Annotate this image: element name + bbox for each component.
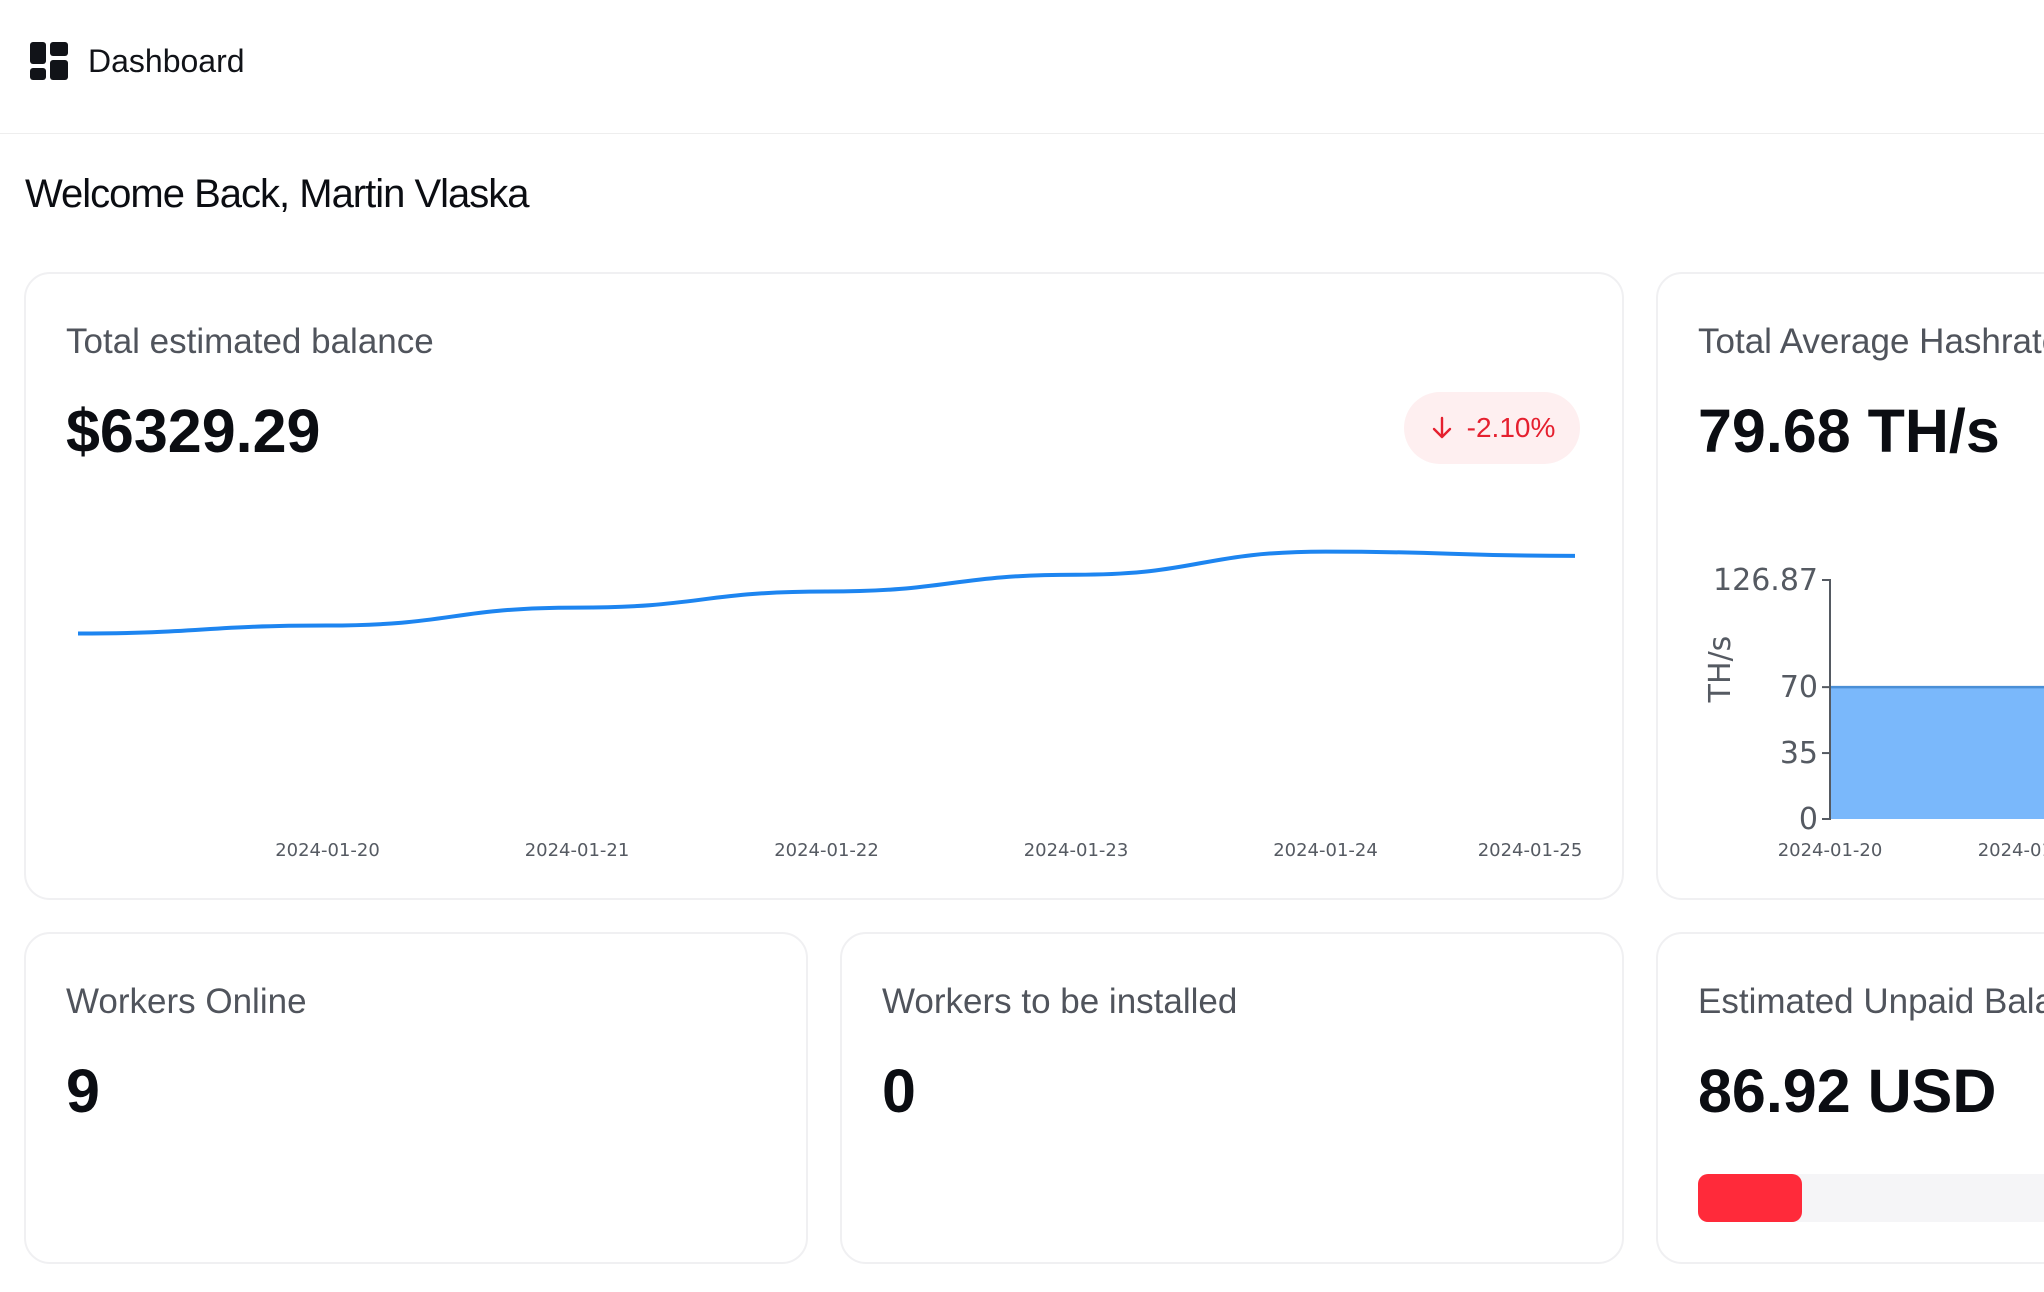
top-bar: Dashboard <box>0 0 2044 134</box>
balance-value: $6329.29 <box>66 397 321 465</box>
welcome-heading: Welcome Back, Martin Vlaska <box>25 172 530 216</box>
unpaid-balance-card: Estimated Unpaid Balance 86.92 USD <box>1656 932 2044 1264</box>
hashrate-value: 79.68 TH/s <box>1698 397 2000 465</box>
y-tick-label: 0 <box>1799 802 1818 837</box>
workers-online-title: Workers Online <box>66 982 307 1021</box>
unpaid-balance-title: Estimated Unpaid Balance <box>1698 982 2044 1021</box>
change-badge: -2.10% <box>1404 392 1580 464</box>
x-tick-label: 2024-01-21 <box>1978 840 2044 861</box>
change-value: -2.10% <box>1466 412 1556 443</box>
arrow-down-icon <box>1432 416 1451 439</box>
x-tick-label: 2024-01-20 <box>275 840 380 861</box>
x-tick-label: 2024-01-21 <box>525 840 630 861</box>
workers-install-card: Workers to be installed 0 <box>840 932 1624 1264</box>
x-tick-label: 2024-01-25 <box>1478 840 1583 861</box>
y-axis-label: TH/s <box>1703 636 1738 704</box>
unpaid-progress-fill <box>1698 1174 1802 1222</box>
dashboard-icon[interactable] <box>30 42 68 80</box>
x-tick-label: 2024-01-22 <box>774 840 879 861</box>
balance-card-title: Total estimated balance <box>66 322 434 361</box>
x-tick-label: 2024-01-24 <box>1273 840 1378 861</box>
balance-line-chart: 2024-01-20 2024-01-21 2024-01-22 2024-01-23… <box>77 549 1583 861</box>
workers-online-card: Workers Online 9 <box>24 932 808 1264</box>
y-tick-label: 126.87 <box>1713 563 1818 598</box>
y-tick-label: 70 <box>1780 670 1818 705</box>
unpaid-balance-value: 86.92 USD <box>1698 1057 1997 1125</box>
balance-series-line <box>77 549 1576 636</box>
hashrate-card: Total Average Hashrate 79.68 TH/s 0 35 70 1… <box>1656 272 2044 900</box>
y-axis <box>1822 579 1831 820</box>
x-tick-label: 2024-01-20 <box>1778 840 1883 861</box>
unpaid-progress-bar <box>1698 1174 2044 1222</box>
x-tick-label: 2024-01-23 <box>1024 840 1129 861</box>
hashrate-area-chart: 0 35 70 126.87 TH/s 2024-01-20 2024-01-21 <box>1703 563 2044 861</box>
page-title[interactable]: Dashboard <box>88 43 245 79</box>
workers-online-value: 9 <box>66 1057 100 1125</box>
workers-install-title: Workers to be installed <box>882 982 1238 1021</box>
hashrate-area <box>1830 687 2044 819</box>
balance-card: Total estimated balance $6329.29 -2.10% … <box>24 272 1624 900</box>
workers-install-value: 0 <box>882 1057 916 1125</box>
y-tick-label: 35 <box>1780 736 1818 771</box>
hashrate-card-title: Total Average Hashrate <box>1698 322 2044 361</box>
